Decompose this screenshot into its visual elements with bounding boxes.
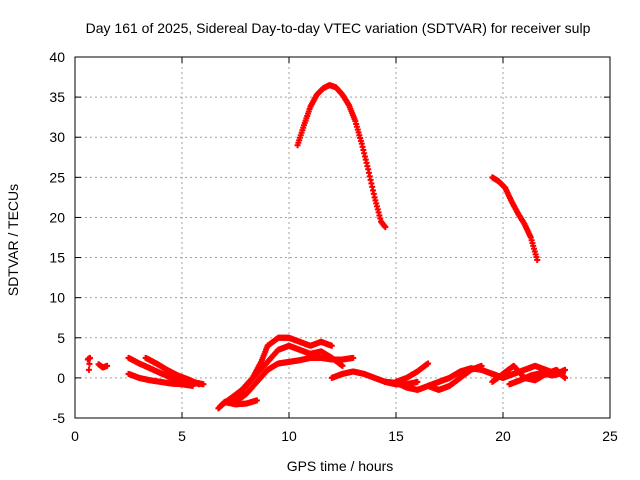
x-tick-label: 5 <box>178 428 186 444</box>
data-point <box>350 354 357 361</box>
data-point <box>196 381 203 388</box>
series-arc-1c <box>142 354 203 388</box>
x-tick-label: 20 <box>495 428 511 444</box>
x-tick-label: 15 <box>388 428 404 444</box>
series-peak-1 <box>294 82 389 231</box>
y-tick-label: 0 <box>57 370 65 386</box>
x-axis-ticks: 0 5 10 15 20 25 <box>71 57 618 444</box>
y-tick-label: 10 <box>49 290 65 306</box>
data-point <box>85 366 92 373</box>
y-tick-label: 25 <box>49 169 65 185</box>
data-point <box>328 342 335 349</box>
plot-frame <box>74 56 611 419</box>
x-tick-label: 0 <box>71 428 79 444</box>
y-axis-ticks: -5 0 5 10 15 20 25 30 35 40 <box>49 49 610 426</box>
series-pts-b <box>95 361 111 371</box>
data-point <box>534 256 541 263</box>
data-point <box>382 224 389 231</box>
series-arc-2b <box>221 342 346 405</box>
x-tick-label: 10 <box>281 428 297 444</box>
chart-title: Day 161 of 2025, Sidereal Day-to-day VTE… <box>86 20 591 36</box>
data-point <box>414 378 421 385</box>
series-arc-1b <box>125 370 196 389</box>
data-point <box>562 374 569 381</box>
y-tick-label: 35 <box>49 89 65 105</box>
y-tick-label: 30 <box>49 129 65 145</box>
series-arc-4c <box>506 370 566 388</box>
y-tick-label: -5 <box>53 410 66 426</box>
data-point <box>562 366 569 373</box>
series-arc-2c <box>232 354 357 405</box>
data-point <box>425 360 432 367</box>
y-tick-label: 40 <box>49 49 65 65</box>
y-tick-label: 15 <box>49 250 65 266</box>
data-points <box>84 82 569 412</box>
series-peak-2 <box>489 174 541 263</box>
data-point <box>478 362 485 369</box>
data-point <box>559 370 566 377</box>
y-axis-label: SDTVAR / TECUs <box>5 184 21 296</box>
series-arc-3c <box>393 360 432 385</box>
data-point <box>104 362 111 369</box>
data-point <box>86 354 93 361</box>
series-arc-3d <box>425 362 485 393</box>
data-point <box>339 362 346 369</box>
data-point <box>253 397 260 404</box>
series-pts-a <box>84 354 93 373</box>
y-tick-label: 5 <box>57 330 65 346</box>
data-point <box>86 360 93 367</box>
y-tick-label: 20 <box>49 209 65 225</box>
series-arc-2d <box>215 397 260 412</box>
x-tick-label: 25 <box>602 428 618 444</box>
x-axis-label: GPS time / hours <box>287 458 394 474</box>
